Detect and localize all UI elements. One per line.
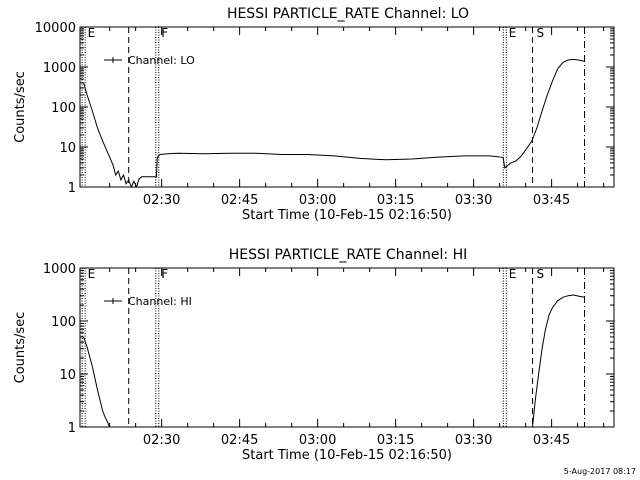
x-tick-label: 02:30: [143, 433, 180, 448]
chart-title: HESSI PARTICLE_RATE Channel: HI: [229, 247, 467, 263]
x-tick-label: 02:45: [221, 193, 258, 208]
x-axis-label: Start Time (10-Feb-15 02:16:50): [242, 448, 452, 463]
footer-timestamp: 5-Aug-2017 08:17: [564, 467, 636, 476]
y-tick-label: 10: [59, 368, 76, 383]
y-tick-label: 10000: [35, 21, 76, 36]
event-marker-label: F: [161, 267, 168, 281]
x-tick-label: 02:45: [221, 433, 258, 448]
x-tick-label: 03:30: [455, 433, 492, 448]
event-marker-label: S: [537, 267, 545, 281]
series-line-0: [83, 58, 585, 189]
x-tick-label: 02:30: [143, 193, 180, 208]
series-line-1: [532, 294, 585, 428]
plot-frame: [79, 267, 615, 428]
event-marker-label: E: [88, 267, 96, 281]
event-marker-label: E: [88, 26, 96, 40]
x-tick-label: 03:15: [377, 193, 414, 208]
y-axis-label: Counts/sec: [13, 71, 28, 143]
event-marker-label: E: [509, 26, 517, 40]
event-marker-label: E: [509, 267, 517, 281]
event-marker-label: S: [537, 26, 545, 40]
chart-panel-lo: HESSI PARTICLE_RATE Channel: LO Counts/se…: [13, 6, 615, 223]
series-line-0: [83, 336, 111, 428]
chart-panel-hi: HESSI PARTICLE_RATE Channel: HI Counts/se…: [13, 247, 615, 463]
legend-entry: Channel: LO: [128, 54, 195, 67]
x-tick-label: 03:15: [377, 433, 414, 448]
y-tick-label: 1000: [43, 61, 76, 76]
x-axis-label: Start Time (10-Feb-15 02:16:50): [242, 208, 452, 223]
y-tick-label: 1: [68, 421, 76, 436]
plot-frame: [79, 26, 615, 188]
x-tick-label: 03:00: [299, 433, 336, 448]
chart-title: HESSI PARTICLE_RATE Channel: LO: [227, 6, 469, 22]
y-tick-label: 100: [51, 315, 76, 330]
y-axis-label: Counts/sec: [13, 312, 28, 384]
y-tick-label: 1000: [43, 262, 76, 277]
x-tick-label: 03:00: [299, 193, 336, 208]
legend-entry: Channel: HI: [128, 295, 192, 308]
y-tick-label: 10: [59, 141, 76, 156]
x-tick-label: 03:45: [533, 433, 570, 448]
event-marker-label: F: [161, 26, 168, 40]
y-tick-label: 100: [51, 101, 76, 116]
x-tick-label: 03:45: [533, 193, 570, 208]
x-tick-label: 03:30: [455, 193, 492, 208]
y-tick-label: 1: [68, 181, 76, 196]
